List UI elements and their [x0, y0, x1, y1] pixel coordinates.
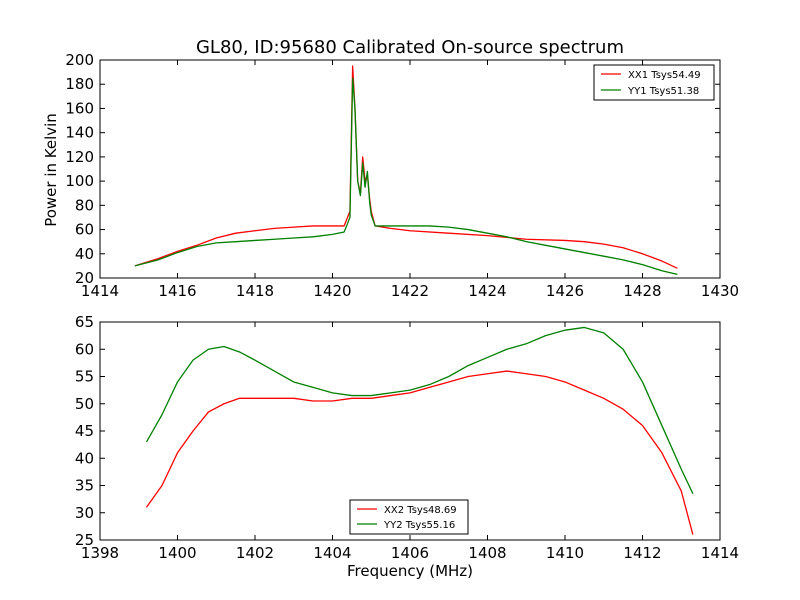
top-y-tick-label: 60: [75, 221, 94, 239]
top-series-line-1: [134, 65, 678, 269]
top-plot-y-axis-label: Power in Kelvin: [42, 113, 60, 227]
bottom-plot-legend: XX2 Tsys48.69 YY2 Tsys55.16: [349, 499, 469, 535]
top-x-tick-label: 1428: [623, 282, 661, 300]
top-plot-x-ticks: 1414 1416 1418 1420 1422 1424 1426 1428 1430: [81, 60, 739, 300]
bottom-series-line-2: [145, 326, 694, 494]
top-x-tick-label: 1424: [468, 282, 506, 300]
top-y-tick-label: 40: [75, 245, 94, 263]
bottom-y-tick-label: 60: [75, 340, 94, 358]
legend-label-xx2: XX2 Tsys48.69: [384, 505, 457, 516]
top-y-tick-label: 20: [75, 269, 94, 287]
top-y-tick-label: 140: [65, 124, 94, 142]
legend-label-yy1: YY1 Tsys51.38: [627, 86, 699, 97]
top-plot-legend-box: [593, 64, 715, 101]
bottom-plot-x-axis-label: Frequency (MHz): [347, 562, 473, 580]
bottom-x-tick-label: 1408: [468, 544, 506, 562]
bottom-y-tick-label: 55: [75, 368, 94, 386]
bottom-plot-y-ticks: 25 30 35 40 45 50 55 60 65: [75, 313, 720, 549]
bottom-plot: Frequency (MHz) 1398 1400 1402 1404 1406 1408…: [75, 313, 739, 580]
top-y-tick-label: 200: [65, 51, 94, 69]
top-y-tick-label: 120: [65, 148, 94, 166]
bottom-y-tick-label: 40: [75, 449, 94, 467]
bottom-x-tick-label: 1398: [81, 544, 119, 562]
top-plot-y-ticks: 20 40 60 80 100 120 140 160 180 200: [65, 51, 720, 287]
bottom-x-tick-label: 1400: [158, 544, 196, 562]
bottom-series-line-1: [145, 370, 694, 535]
top-x-tick-label: 1418: [236, 282, 274, 300]
top-series-line-2: [134, 77, 678, 276]
bottom-plot-x-ticks: 1398 1400 1402 1404 1406 1408 1410 1412 1414: [81, 322, 739, 562]
bottom-y-tick-label: 50: [75, 395, 94, 413]
bottom-plot-legend-box: [349, 499, 469, 535]
top-y-tick-label: 80: [75, 196, 94, 214]
top-x-tick-label: 1426: [546, 282, 584, 300]
top-plot-title: GL80, ID:95680 Calibrated On-source spec…: [196, 37, 624, 58]
bottom-plot-series-layer: [145, 326, 694, 535]
bottom-y-tick-label: 25: [75, 531, 94, 549]
bottom-x-tick-label: 1404: [313, 544, 351, 562]
bottom-x-tick-label: 1402: [236, 544, 274, 562]
bottom-x-tick-label: 1410: [546, 544, 584, 562]
bottom-x-tick-label: 1412: [623, 544, 661, 562]
top-x-tick-label: 1422: [391, 282, 429, 300]
top-plot-legend: XX1 Tsys54.49 YY1 Tsys51.38: [593, 64, 715, 101]
legend-label-xx1: XX1 Tsys54.49: [628, 70, 701, 81]
top-y-tick-label: 180: [65, 75, 94, 93]
top-x-tick-label: 1420: [313, 282, 351, 300]
top-plot: GL80, ID:95680 Calibrated On-source spec…: [42, 37, 739, 300]
legend-label-yy2: YY2 Tsys55.16: [383, 520, 455, 531]
bottom-y-tick-label: 65: [75, 313, 94, 331]
top-plot-series-layer: [134, 65, 678, 276]
top-x-tick-label: 1414: [81, 282, 119, 300]
top-x-tick-label: 1430: [701, 282, 739, 300]
top-y-tick-label: 100: [65, 172, 94, 190]
bottom-y-tick-label: 45: [75, 422, 94, 440]
bottom-x-tick-label: 1414: [701, 544, 739, 562]
top-x-tick-label: 1416: [158, 282, 196, 300]
bottom-x-tick-label: 1406: [391, 544, 429, 562]
bottom-y-tick-label: 35: [75, 477, 94, 495]
top-y-tick-label: 160: [65, 99, 94, 117]
bottom-y-tick-label: 30: [75, 504, 94, 522]
